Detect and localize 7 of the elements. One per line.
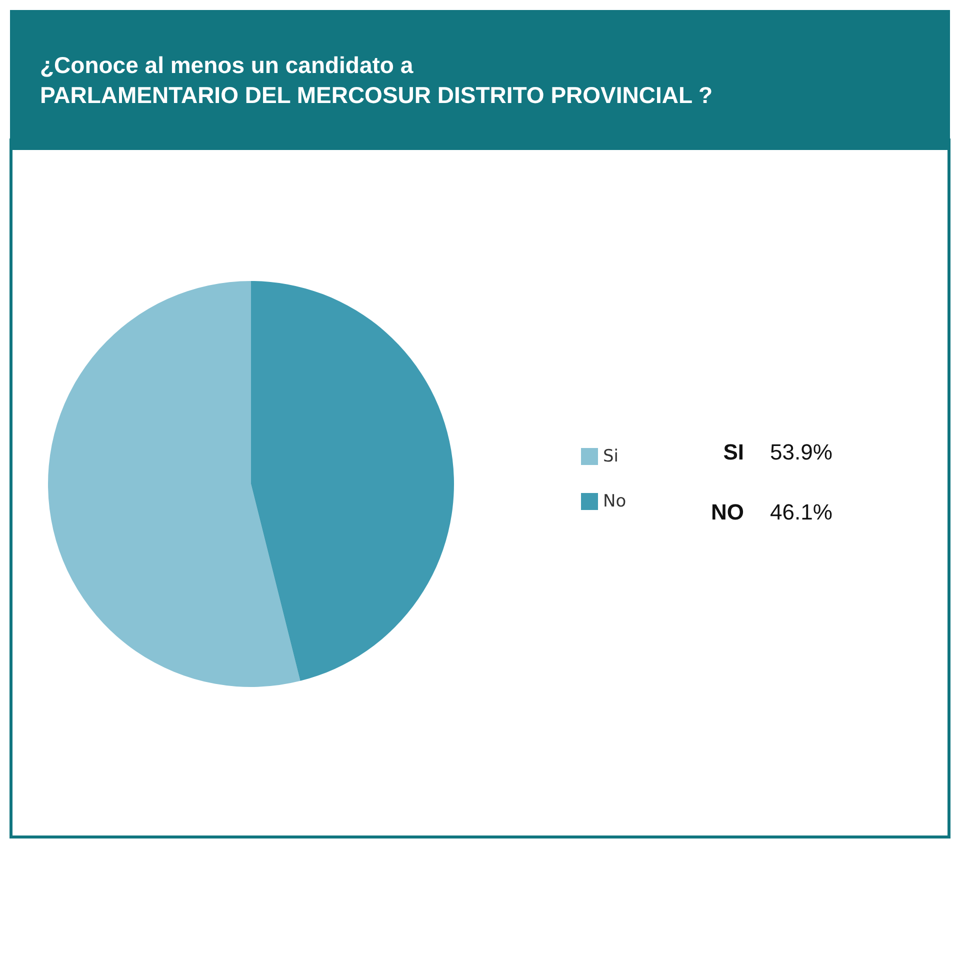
text: NO [711,500,744,524]
data-label: 53.9% [770,440,832,464]
data-label: 46.1% [770,500,832,524]
legend-label: Si [603,446,619,466]
legend-label: No [603,492,626,512]
chart-title: ¿Conoce al menos un candidato a PARLAMENTARIO DEL MERCOSUR DISTRITO PROVINCIAL ? [40,52,713,108]
text: SI [723,440,744,464]
